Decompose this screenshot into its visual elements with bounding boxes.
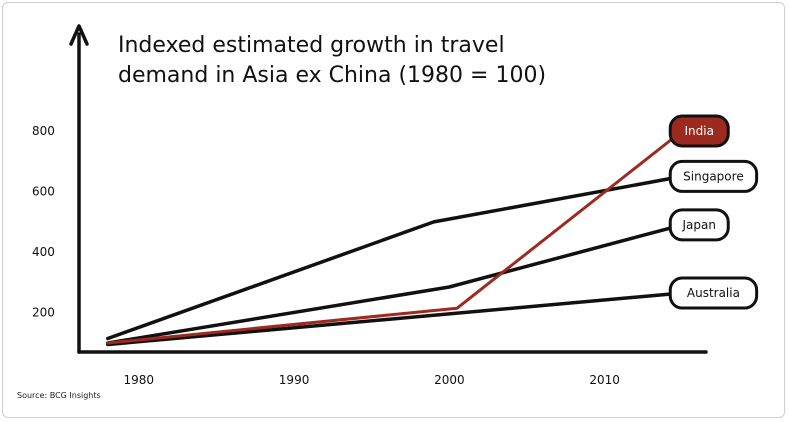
series-label-box: [668, 159, 759, 193]
series-label-japan: Japan: [668, 208, 730, 242]
series-line-singapore: [106, 174, 684, 341]
series-label-australia: Australia: [668, 276, 759, 310]
series-label-india: India: [668, 114, 730, 148]
y-tick-label: 600: [32, 185, 55, 199]
x-tick-label: 2010: [589, 373, 620, 387]
series-label-text: India: [685, 124, 714, 138]
series-lines: [106, 129, 684, 347]
series-label-box: [668, 208, 730, 242]
y-tick-label: 800: [32, 124, 55, 138]
y-tick-label: 200: [32, 306, 55, 320]
source-note: Source: BCG Insights: [17, 391, 101, 400]
series-line-australia: [106, 291, 684, 347]
series-label-text: Singapore: [683, 169, 744, 183]
x-tick-labels: 1980 1990 2000 2010: [124, 373, 620, 387]
x-tick-label: 2000: [434, 373, 465, 387]
series-line-japan: [106, 223, 684, 345]
series-label-box: [668, 114, 730, 148]
series-label-box: [668, 276, 759, 310]
series-label-text: Japan: [682, 218, 716, 232]
series-label-singapore: Singapore: [668, 159, 759, 193]
chart-frame: [2, 2, 785, 418]
y-tick-labels: 200 400 600 800: [32, 124, 55, 320]
series-labels: India Singapore Japan Australia: [668, 114, 759, 310]
series-label-text: Australia: [687, 286, 740, 300]
series-line-india: [106, 129, 684, 345]
x-tick-label: 1990: [279, 373, 310, 387]
chart-title-line-2: demand in Asia ex China (1980 = 100): [118, 63, 546, 88]
chart-title-line-1: Indexed estimated growth in travel: [118, 33, 505, 58]
y-tick-label: 400: [32, 245, 55, 259]
axes: [69, 24, 708, 354]
x-tick-label: 1980: [124, 373, 155, 387]
y-axis-arrow: [69, 24, 89, 46]
